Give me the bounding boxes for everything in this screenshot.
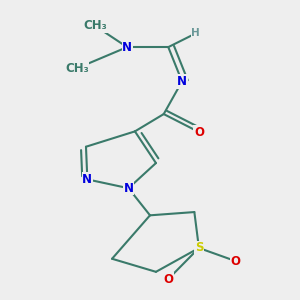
Text: O: O [194,125,204,139]
Text: H: H [191,28,200,38]
Text: N: N [82,173,92,186]
Text: CH₃: CH₃ [83,20,107,32]
Text: CH₃: CH₃ [65,62,89,75]
Text: O: O [230,255,241,268]
Text: S: S [195,242,203,254]
Text: O: O [163,272,173,286]
Text: N: N [177,75,187,88]
Text: N: N [122,40,132,54]
Text: N: N [124,182,134,195]
